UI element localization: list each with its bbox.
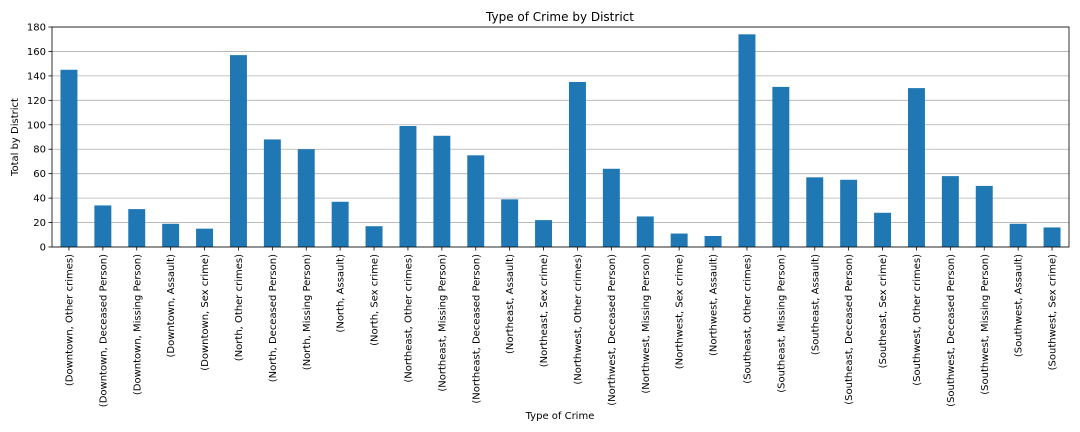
x-tick-label-24: (Southeast, Sex crime) — [878, 254, 889, 368]
x-tick-label-0: (Downtown, Other crimes) — [64, 254, 75, 386]
x-tick-label-21: (Southeast, Missing Person) — [776, 254, 787, 393]
y-tick-label-6: 120 — [27, 96, 46, 107]
y-tick-label-3: 60 — [33, 169, 46, 180]
y-tick-label-5: 100 — [27, 120, 46, 131]
bar-15 — [568, 82, 586, 247]
x-tick-label-7: (North, Missing Person) — [302, 254, 313, 370]
bar-16 — [602, 168, 620, 247]
chart-title: Type of Crime by District — [485, 10, 634, 24]
x-tick-label-28: (Southwest, Assault) — [1014, 254, 1025, 357]
bar-29 — [1043, 227, 1061, 247]
bar-8 — [331, 201, 349, 247]
bar-11 — [433, 135, 451, 247]
plot-frame — [51, 26, 1070, 248]
y-axis-label: Total by District — [10, 98, 21, 177]
x-axis-label: Type of Crime — [525, 411, 595, 422]
x-tick-label-4: (Downtown, Sex crime) — [200, 254, 211, 371]
y-tick-label-8: 160 — [27, 47, 46, 58]
axes-layer — [48, 26, 1070, 251]
x-tick-label-6: (North, Deceased Person) — [268, 254, 279, 382]
y-tick-label-4: 80 — [33, 145, 46, 156]
x-tick-label-9: (North, Sex crime) — [370, 254, 381, 346]
bar-27 — [975, 185, 993, 247]
x-tick-label-25: (Southwest, Other crimes) — [912, 254, 923, 386]
x-tick-label-10: (Northeast, Other crimes) — [403, 254, 414, 383]
bar-2 — [128, 209, 146, 247]
bar-12 — [467, 155, 485, 247]
bar-24 — [874, 212, 892, 247]
x-tick-label-3: (Downtown, Assault) — [166, 254, 177, 358]
x-tick-label-29: (Southwest, Sex crime) — [1048, 254, 1059, 370]
x-tick-label-5: (North, Other crimes) — [234, 254, 245, 361]
bar-13 — [501, 199, 519, 247]
bar-0 — [60, 69, 78, 248]
y-tick-label-0: 0 — [40, 243, 46, 254]
y-tick-label-2: 40 — [33, 194, 46, 205]
bar-6 — [263, 139, 281, 247]
bar-19 — [704, 236, 722, 247]
bar-5 — [229, 55, 247, 247]
bar-21 — [772, 86, 790, 247]
y-tick-label-7: 140 — [27, 71, 46, 82]
x-tick-label-2: (Downtown, Missing Person) — [132, 254, 143, 395]
bar-10 — [399, 126, 417, 247]
x-tick-label-18: (Northwest, Sex crime) — [675, 254, 686, 369]
bar-26 — [941, 176, 959, 247]
bar-18 — [670, 233, 688, 247]
x-tick-label-19: (Northwest, Assault) — [709, 254, 720, 356]
bar-17 — [636, 216, 654, 247]
bar-22 — [806, 177, 824, 247]
x-tick-label-27: (Southwest, Missing Person) — [980, 254, 991, 395]
bar-20 — [738, 34, 756, 248]
bar-1 — [94, 205, 112, 247]
x-tick-label-1: (Downtown, Deceased Person) — [98, 254, 109, 407]
x-tick-label-14: (Northeast, Sex crime) — [539, 254, 550, 367]
x-tick-labels: (Downtown, Other crimes) (Downtown, Decea… — [64, 254, 1058, 407]
x-tick-label-12: (Northeast, Deceased Person) — [471, 254, 482, 404]
x-tick-label-15: (Northwest, Other crimes) — [573, 254, 584, 385]
bars-layer — [60, 34, 1061, 248]
x-tick-label-13: (Northeast, Assault) — [505, 254, 516, 354]
x-tick-label-8: (North, Assault) — [336, 254, 347, 333]
bar-4 — [196, 228, 214, 247]
bar-25 — [907, 88, 925, 247]
x-tick-label-23: (Southeast, Deceased Person) — [844, 254, 855, 405]
y-tick-labels: 0 20 40 60 80 100 120 140 160 180 — [27, 23, 46, 254]
x-tick-label-11: (Northeast, Missing Person) — [437, 254, 448, 392]
x-tick-label-22: (Southeast, Assault) — [810, 254, 821, 355]
x-tick-label-20: (Southeast, Other crimes) — [742, 254, 753, 384]
bar-3 — [162, 223, 180, 247]
y-tick-label-1: 20 — [33, 218, 46, 229]
x-tick-label-16: (Northwest, Deceased Person) — [607, 254, 618, 406]
bar-9 — [365, 226, 383, 247]
x-tick-label-17: (Northwest, Missing Person) — [641, 254, 652, 394]
x-tick-label-26: (Southwest, Deceased Person) — [946, 254, 957, 407]
y-tick-label-9: 180 — [27, 23, 46, 34]
bar-7 — [297, 149, 315, 247]
bar-14 — [535, 220, 553, 247]
bar-23 — [840, 179, 858, 247]
bar-28 — [1009, 223, 1027, 247]
